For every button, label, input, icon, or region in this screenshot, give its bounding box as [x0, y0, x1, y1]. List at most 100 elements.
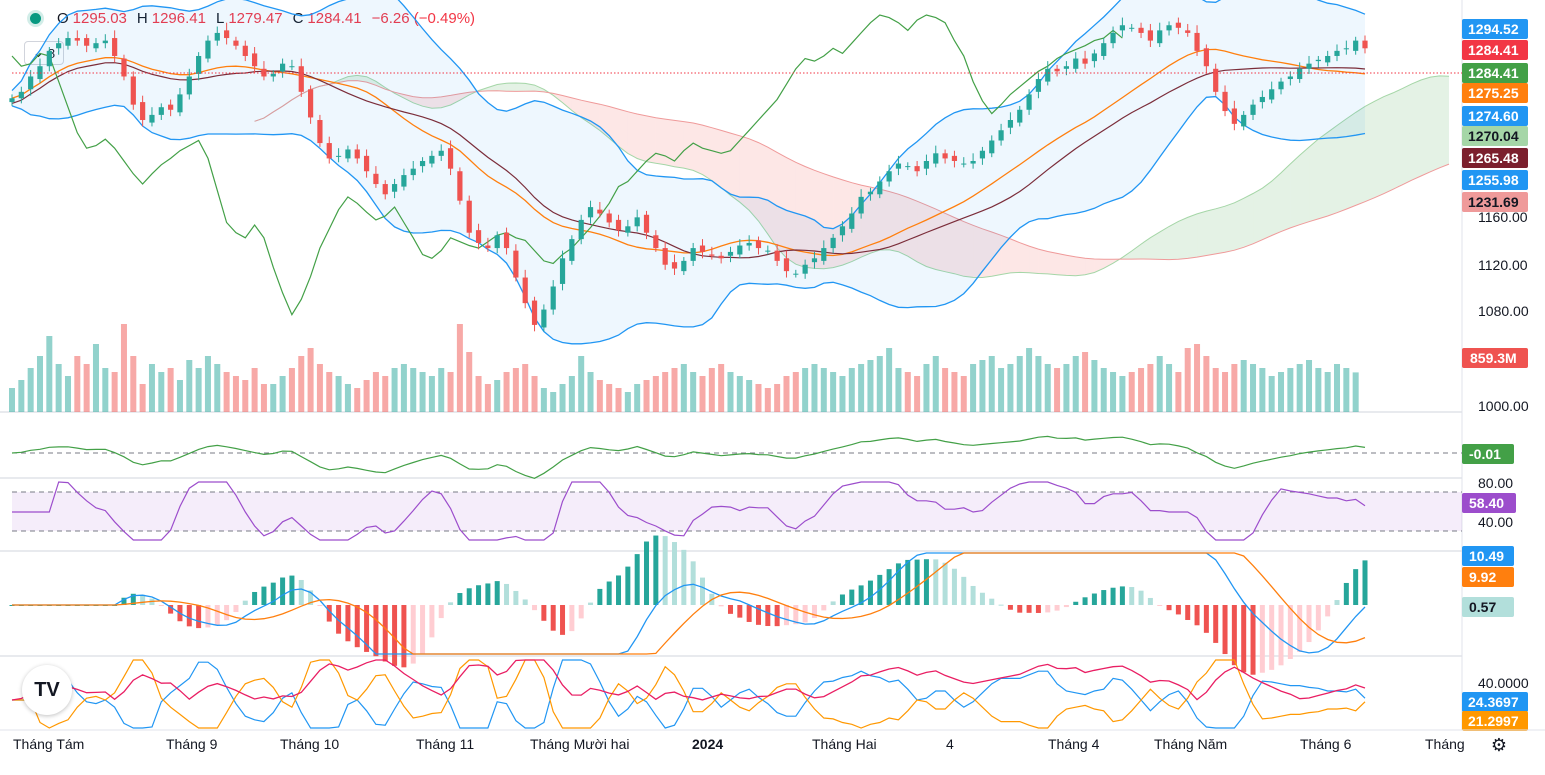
ichimoku-cloud-segment	[777, 152, 787, 258]
price-tag	[1462, 40, 1528, 60]
macd-tag	[1462, 567, 1514, 587]
price-tag-label: 1284.41	[1468, 42, 1519, 58]
macd-histogram-bar	[522, 599, 528, 605]
tradingview-logo-icon[interactable]: TV	[22, 665, 72, 715]
volume-bar	[848, 368, 855, 412]
macd-histogram-bar	[1222, 605, 1228, 655]
candle-body	[1157, 30, 1163, 44]
candle-body	[1213, 68, 1219, 92]
ichimoku-cloud-segment	[683, 121, 694, 171]
ichimoku-cloud-segment	[1365, 101, 1375, 202]
volume-bar	[587, 372, 594, 412]
volume-bar	[1306, 360, 1313, 412]
volume-bar	[951, 372, 958, 412]
candle-body	[942, 153, 948, 159]
ichimoku-cloud-segment	[926, 205, 936, 270]
macd-histogram-group	[9, 535, 1368, 675]
open-label: O	[57, 10, 69, 27]
price-tag-label: 1275.25	[1468, 85, 1519, 101]
ichimoku-cloud-segment	[1010, 238, 1020, 273]
volume-bar	[36, 356, 43, 412]
candle-body	[550, 286, 556, 310]
volume-bar	[550, 392, 557, 412]
volume-bar	[923, 364, 930, 412]
macd-histogram-bar	[1306, 605, 1312, 643]
macd-histogram-bar	[858, 585, 864, 605]
volume-bar	[746, 380, 753, 412]
volume-bar	[1287, 368, 1294, 412]
ichimoku-cloud-segment	[1066, 255, 1076, 276]
price-tag-label: 1284.41	[1468, 65, 1519, 81]
ichimoku-cloud-segment	[534, 85, 544, 92]
macd-signal-line	[12, 552, 1366, 655]
volume-bar	[9, 388, 15, 412]
macd-histogram-bar	[308, 590, 314, 605]
macd-histogram-bar	[1073, 601, 1079, 605]
gear-icon[interactable]: ⚙	[1490, 734, 1508, 755]
macd-histogram-bar	[979, 592, 985, 605]
rsi-tag-label: 58.40	[1469, 495, 1504, 511]
macd-histogram-bar	[727, 605, 733, 614]
volume-bar	[400, 364, 407, 412]
candle-body	[252, 53, 258, 67]
ichimoku-cloud-segment	[413, 96, 423, 107]
candle-body	[1325, 55, 1331, 63]
macd-histogram-bar	[951, 568, 957, 605]
macd-histogram-bar	[765, 605, 771, 627]
candle-body	[158, 107, 164, 115]
macd-histogram-bar	[923, 559, 929, 605]
candle-body	[886, 171, 892, 182]
volume-bar	[522, 364, 529, 412]
candle-body	[877, 181, 883, 195]
macd-histogram-bar	[1129, 587, 1135, 605]
candle-body	[681, 260, 687, 272]
ichimoku-cloud-segment	[1215, 206, 1226, 254]
volume-bar	[475, 376, 482, 412]
candle-body	[1073, 58, 1079, 69]
volume-bar	[1110, 372, 1117, 412]
volume-bar	[858, 364, 865, 412]
macd-histogram-bar	[1250, 605, 1256, 675]
volume-bar	[288, 368, 295, 412]
volume-bar	[46, 336, 53, 412]
candle-body	[280, 63, 286, 72]
macd-histogram-bar	[961, 576, 967, 605]
ichimoku-cloud-segment	[1187, 213, 1198, 259]
macd-histogram-bar	[1343, 582, 1349, 605]
macd-histogram-bar	[1026, 605, 1032, 613]
time-tick-label: 2024	[692, 736, 723, 752]
candle-body	[149, 114, 155, 123]
macd-histogram-bar	[830, 601, 836, 605]
rsi-tag	[1462, 493, 1516, 513]
volume-bar	[158, 372, 165, 412]
candle-body	[1129, 27, 1135, 29]
macd-histogram-bar	[755, 605, 761, 625]
volume-bar	[988, 356, 995, 412]
volume-bar	[326, 372, 333, 412]
volume-bar	[139, 384, 146, 412]
ichimoku-cloud-segment	[945, 213, 955, 274]
price-tag	[1462, 148, 1528, 168]
macd-histogram-bar	[1194, 605, 1200, 626]
macd-histogram-bar	[737, 605, 743, 618]
change-value: −6.26 (−0.49%)	[371, 10, 476, 27]
volume-bar	[214, 364, 221, 412]
candle-body	[28, 76, 34, 90]
macd-histogram-bar	[280, 577, 286, 605]
volume-bar	[652, 376, 659, 412]
ichimoku-cloud-segment	[1281, 163, 1291, 232]
macd-histogram-bar	[1082, 597, 1088, 605]
ichimoku-cloud-segment	[711, 127, 722, 188]
candle-body	[1147, 30, 1153, 41]
candle-body	[1082, 58, 1088, 64]
macd-histogram-bar	[1091, 593, 1097, 605]
macd-histogram-bar	[690, 561, 696, 605]
ichimoku-cloud-segment	[487, 84, 498, 91]
candle-body	[233, 40, 239, 46]
candle-body	[1287, 76, 1293, 80]
ichimoku-cloud-segment	[515, 83, 526, 92]
volume-bar	[102, 368, 109, 412]
candle-body	[177, 94, 183, 113]
ichimoku-cloud-segment	[590, 102, 600, 131]
